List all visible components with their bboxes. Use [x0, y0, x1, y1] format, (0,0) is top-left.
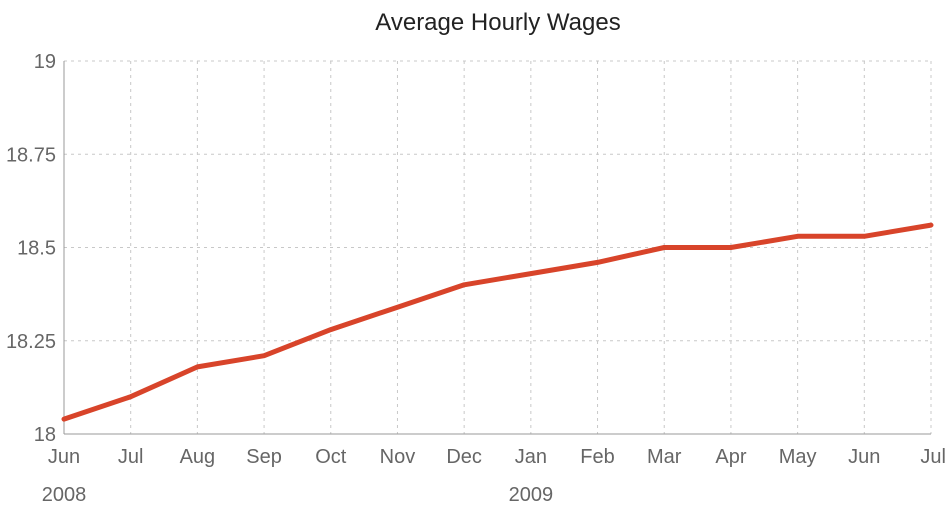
grid: [64, 60, 932, 434]
x-tick-label: Jun: [848, 446, 880, 468]
y-tick-label: 18: [34, 424, 56, 446]
x-tick-label: Oct: [315, 446, 347, 468]
x-tick-label: Jan: [515, 446, 547, 468]
x-tick-label: Feb: [580, 446, 614, 468]
y-tick-label: 19: [34, 51, 56, 73]
x-year-label: 2009: [509, 484, 554, 506]
x-tick-label: Sep: [246, 446, 282, 468]
y-tick-label: 18.75: [6, 144, 56, 166]
x-tick-label: Jun: [48, 446, 80, 468]
x-tick-label: Dec: [446, 446, 482, 468]
x-tick-label: Apr: [715, 446, 746, 468]
series-layer: [61, 222, 934, 422]
y-tick-label: 18.25: [6, 331, 56, 353]
x-tick-label: Mar: [647, 446, 682, 468]
x-tick-label: Nov: [380, 446, 416, 468]
axes: [63, 61, 931, 435]
chart-title: Average Hourly Wages: [375, 9, 620, 36]
tick-labels: 18 18.25 18.5 18.75 19 Jun Jul Aug Sep Oct Nov Dec J…: [6, 51, 946, 506]
x-tick-label: Jul: [920, 446, 946, 468]
x-tick-label: May: [779, 446, 817, 468]
x-tick-label: Jul: [118, 446, 144, 468]
x-year-label: 2008: [42, 484, 87, 506]
y-tick-label: 18.5: [17, 238, 56, 260]
series-line: [61, 222, 934, 422]
x-tick-label: Aug: [180, 446, 216, 468]
